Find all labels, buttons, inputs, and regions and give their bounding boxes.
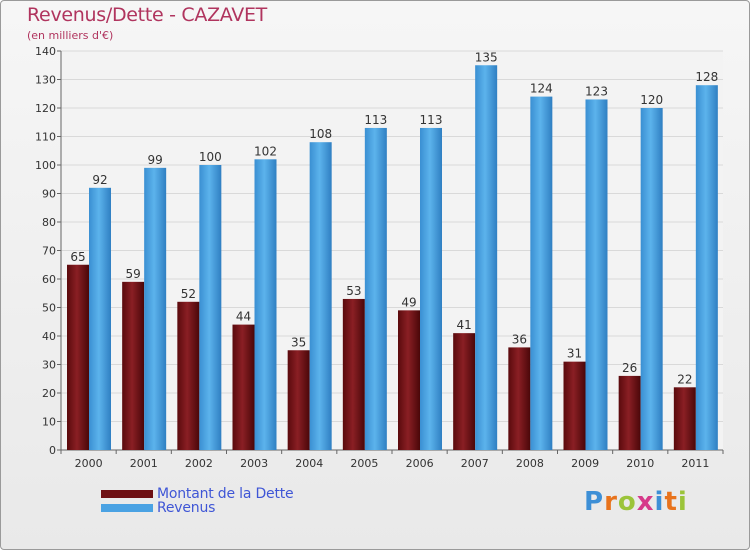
bar-debt [177, 301, 200, 450]
bar-revenue [199, 165, 222, 450]
x-tick-label: 2011 [681, 457, 709, 470]
logo-letter: P [584, 487, 605, 517]
bar-revenue [309, 142, 332, 450]
x-tick-label: 2005 [350, 457, 378, 470]
logo-letter: o [617, 487, 637, 517]
y-tick-label: 120 [35, 102, 56, 115]
legend-label-debt: Montant de la Dette [157, 486, 294, 502]
x-tick-label: 2008 [516, 457, 544, 470]
data-label-revenue: 135 [475, 50, 498, 64]
x-tick-label: 2001 [130, 457, 158, 470]
data-label-debt: 44 [236, 310, 251, 324]
logo-letter: x [636, 487, 655, 517]
y-tick-label: 100 [35, 159, 56, 172]
bar-debt [618, 375, 641, 450]
y-tick-label: 140 [35, 45, 56, 58]
bar-revenue [530, 96, 553, 450]
data-label-revenue: 100 [199, 150, 222, 164]
data-label-revenue: 123 [585, 84, 608, 98]
y-tick-label: 90 [42, 188, 56, 201]
x-tick-label: 2006 [406, 457, 434, 470]
data-label-revenue: 124 [530, 82, 553, 96]
logo-letter: r [604, 487, 618, 517]
data-label-debt: 59 [126, 267, 141, 281]
bar-debt [453, 333, 476, 450]
logo-letter: t [664, 487, 678, 517]
y-tick-label: 130 [35, 74, 56, 87]
x-tick-label: 2007 [461, 457, 489, 470]
legend-item-debt: Montant de la Dette [101, 486, 294, 502]
bar-debt [122, 281, 145, 450]
bar-revenue [640, 108, 663, 450]
bar-revenue [475, 65, 498, 450]
bar-revenue [144, 167, 167, 450]
legend-item-revenue: Revenus [101, 500, 293, 516]
data-label-debt: 49 [401, 295, 416, 309]
data-labels: 65 92 59 99 52 100 44 102 35 108 53 113 49 113 41 135 36… [70, 50, 718, 386]
bar-debt [67, 264, 89, 450]
bar-revenue [695, 85, 718, 450]
legend-swatch-debt [101, 490, 153, 498]
x-tick-label: 2002 [185, 457, 213, 470]
data-label-revenue: 128 [695, 70, 718, 84]
y-tick-label: 80 [42, 216, 56, 229]
data-label-debt: 36 [512, 332, 527, 346]
bar-debt [342, 298, 365, 450]
x-tick-label: 2004 [295, 457, 323, 470]
y-tick-label: 60 [42, 273, 56, 286]
y-tick-label: 40 [42, 330, 56, 343]
logo-letter: i [654, 487, 665, 517]
y-tick-label: 50 [42, 302, 56, 315]
chart-subtitle: (en milliers d'€) [27, 29, 114, 42]
y-tick-label: 30 [42, 359, 56, 372]
data-label-debt: 31 [567, 347, 582, 361]
data-label-revenue: 99 [148, 153, 163, 167]
data-label-debt: 35 [291, 335, 306, 349]
x-tick-label: 2010 [626, 457, 654, 470]
chart-title: Revenus/Dette - CAZAVET [27, 4, 267, 26]
x-tick-label: 2000 [75, 457, 103, 470]
data-label-debt: 22 [677, 372, 692, 386]
logo-letter: i [677, 487, 688, 517]
bar-revenue [585, 99, 608, 450]
data-label-revenue: 113 [364, 113, 387, 127]
bar-debt [563, 361, 586, 450]
axes: 0 10 20 30 40 50 60 70 80 90 100 110 120 130 140 2000 20… [35, 45, 724, 470]
legend: Montant de la Dette Revenus [101, 486, 294, 516]
data-label-debt: 52 [181, 287, 196, 301]
data-label-debt: 26 [622, 361, 637, 375]
bars [67, 65, 718, 451]
y-tick-label: 110 [35, 131, 56, 144]
data-label-revenue: 92 [92, 173, 107, 187]
bar-debt [287, 350, 310, 450]
data-label-debt: 65 [70, 250, 85, 264]
data-label-revenue: 113 [420, 113, 443, 127]
proxiti-logo: Proxiti [584, 487, 688, 517]
bar-revenue [89, 187, 111, 451]
bar-debt [398, 310, 420, 450]
x-tick-label: 2009 [571, 457, 599, 470]
y-tick-label: 70 [42, 245, 56, 258]
y-tick-label: 20 [42, 387, 56, 400]
bar-revenue [420, 127, 442, 450]
grid-lines [61, 50, 723, 451]
data-label-debt: 53 [346, 284, 361, 298]
bar-debt [673, 387, 696, 450]
legend-label-revenue: Revenus [157, 500, 216, 516]
bar-debt [508, 347, 531, 450]
data-label-revenue: 102 [254, 144, 277, 158]
data-label-revenue: 108 [309, 127, 332, 141]
bar-revenue [364, 127, 387, 450]
bar-revenue [254, 159, 277, 451]
legend-swatch-revenue [101, 504, 153, 512]
x-tick-label: 2003 [240, 457, 268, 470]
y-tick-label: 10 [42, 416, 56, 429]
y-tick-label: 0 [49, 444, 56, 457]
bar-debt [232, 324, 255, 450]
data-label-revenue: 120 [640, 93, 663, 107]
data-label-debt: 41 [457, 318, 472, 332]
